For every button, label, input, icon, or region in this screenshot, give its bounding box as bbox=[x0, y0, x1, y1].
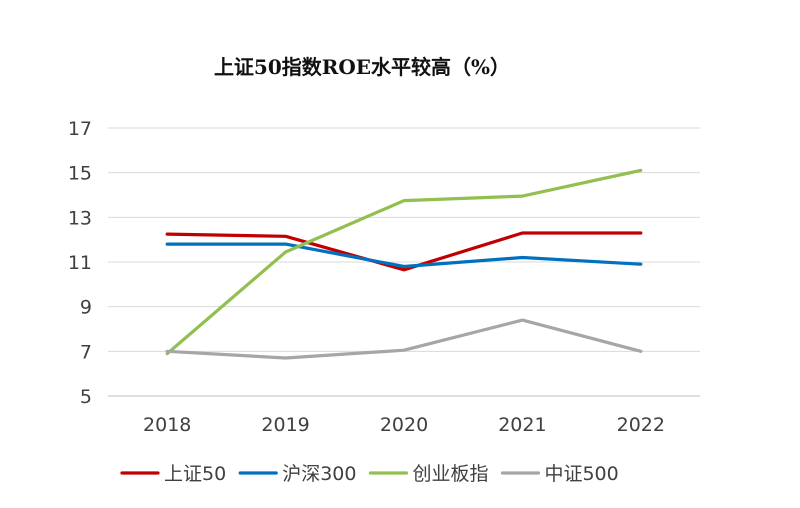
legend-label: 沪深300 bbox=[282, 463, 356, 485]
legend: 上证50 沪深300 创业板指 中证500 bbox=[120, 463, 619, 485]
y-tick-label: 7 bbox=[80, 341, 92, 363]
gridlines bbox=[108, 127, 700, 397]
legend-item: 中证500 bbox=[500, 463, 619, 485]
y-tick-label: 13 bbox=[68, 207, 92, 229]
x-tick-label: 2019 bbox=[261, 414, 309, 436]
legend-item: 创业板指 bbox=[368, 463, 488, 485]
series-lines bbox=[165, 168, 643, 360]
x-axis-ticks: 2018 2019 2020 2021 2022 bbox=[143, 414, 665, 436]
legend-item: 上证50 bbox=[120, 463, 226, 485]
x-tick-label: 2022 bbox=[617, 414, 665, 436]
x-tick-label: 2018 bbox=[143, 414, 191, 436]
legend-label: 创业板指 bbox=[412, 463, 488, 485]
chart-title: 上证50指数ROE水平较高（%） bbox=[214, 55, 510, 79]
x-tick-label: 2021 bbox=[498, 414, 546, 436]
y-tick-label: 15 bbox=[68, 163, 92, 185]
legend-label: 上证50 bbox=[164, 463, 226, 485]
x-tick-label: 2020 bbox=[380, 414, 428, 436]
series-line-2 bbox=[165, 242, 643, 269]
y-tick-label: 5 bbox=[80, 386, 92, 408]
legend-item: 沪深300 bbox=[238, 463, 356, 485]
y-tick-label: 17 bbox=[68, 118, 92, 140]
y-axis-ticks: 5 7 9 11 13 15 17 bbox=[68, 118, 92, 408]
legend-label: 中证500 bbox=[544, 463, 618, 485]
y-tick-label: 9 bbox=[80, 297, 92, 319]
series-line-1 bbox=[165, 231, 643, 272]
series-line-3 bbox=[165, 168, 643, 356]
y-tick-label: 11 bbox=[68, 252, 92, 274]
series-line-4 bbox=[165, 318, 643, 360]
